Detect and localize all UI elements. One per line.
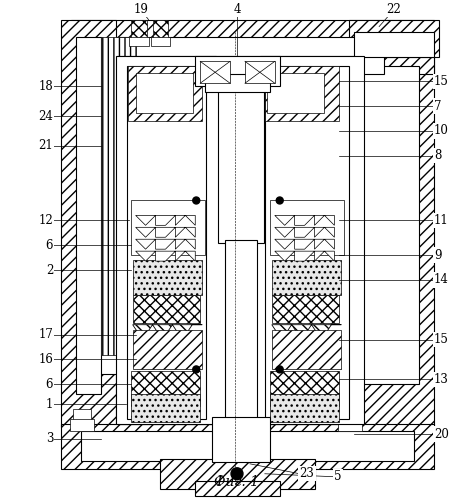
Text: 14: 14 — [434, 273, 448, 286]
Text: 2: 2 — [46, 263, 53, 276]
Polygon shape — [275, 239, 334, 249]
Polygon shape — [133, 325, 202, 340]
Text: 5: 5 — [334, 470, 342, 483]
Bar — [153, 19, 168, 41]
Text: 22: 22 — [387, 3, 401, 16]
Bar — [270, 371, 339, 406]
Bar — [73, 409, 91, 429]
Circle shape — [193, 366, 200, 373]
Bar — [267, 73, 324, 113]
Bar — [128, 66, 202, 121]
Text: 12: 12 — [38, 214, 53, 227]
Bar — [161, 459, 315, 489]
Bar — [339, 51, 434, 439]
Bar — [218, 74, 264, 243]
Bar — [225, 240, 257, 424]
Text: 15: 15 — [434, 333, 448, 346]
Bar — [349, 19, 439, 57]
Circle shape — [276, 366, 283, 373]
Bar — [212, 417, 270, 462]
Bar — [265, 66, 339, 121]
Text: 15: 15 — [434, 75, 448, 88]
Text: 6: 6 — [46, 378, 53, 391]
Bar — [272, 295, 339, 323]
Bar — [341, 409, 359, 429]
Polygon shape — [136, 228, 195, 237]
Circle shape — [231, 468, 243, 480]
Bar — [151, 36, 171, 46]
Bar — [245, 61, 275, 83]
Text: 20: 20 — [434, 428, 448, 441]
Polygon shape — [275, 216, 334, 226]
Text: 16: 16 — [38, 353, 53, 366]
Bar — [133, 260, 202, 295]
Bar — [117, 56, 216, 424]
Bar — [270, 201, 344, 255]
Bar — [354, 66, 419, 384]
Bar — [136, 73, 193, 113]
Bar — [128, 36, 148, 46]
Bar — [260, 56, 354, 424]
Bar — [272, 260, 341, 295]
Text: 13: 13 — [434, 373, 448, 386]
Circle shape — [193, 197, 200, 204]
Bar — [127, 66, 206, 419]
Text: 6: 6 — [46, 239, 53, 251]
Text: 17: 17 — [38, 328, 53, 341]
Bar — [354, 31, 434, 57]
Bar — [338, 419, 362, 431]
Bar — [272, 330, 341, 369]
Text: 4: 4 — [233, 3, 241, 16]
Text: 10: 10 — [434, 124, 448, 137]
Bar — [195, 481, 280, 496]
Bar — [76, 36, 101, 394]
Bar — [265, 66, 349, 419]
Text: 21: 21 — [38, 139, 53, 152]
Polygon shape — [275, 228, 334, 237]
Text: Фиг. 1: Фиг. 1 — [215, 475, 259, 489]
Bar — [71, 41, 121, 429]
Bar — [131, 19, 146, 41]
Text: 19: 19 — [133, 3, 148, 16]
Text: 23: 23 — [300, 467, 314, 480]
Bar — [91, 56, 121, 374]
Polygon shape — [136, 251, 195, 261]
Polygon shape — [136, 239, 195, 249]
Bar — [205, 74, 270, 92]
Bar — [116, 56, 364, 424]
Bar — [195, 56, 280, 86]
Text: 1: 1 — [46, 398, 53, 411]
Bar — [101, 36, 136, 354]
Bar — [81, 431, 414, 461]
Circle shape — [276, 197, 283, 204]
Text: 9: 9 — [434, 249, 441, 261]
Bar — [61, 424, 434, 469]
Polygon shape — [272, 325, 341, 340]
Bar — [131, 201, 205, 255]
Bar — [70, 419, 94, 431]
Text: 18: 18 — [38, 80, 53, 93]
Bar — [200, 61, 230, 83]
Text: 8: 8 — [434, 149, 441, 162]
Bar — [133, 295, 200, 323]
Bar — [131, 394, 200, 422]
Text: 24: 24 — [38, 109, 53, 123]
Bar — [270, 394, 339, 422]
Polygon shape — [275, 251, 334, 261]
Text: 11: 11 — [434, 214, 448, 227]
Bar — [61, 19, 116, 427]
Bar — [116, 36, 384, 74]
Text: 7: 7 — [434, 100, 441, 113]
Bar — [131, 371, 200, 406]
Bar — [133, 330, 202, 369]
Bar — [71, 19, 434, 74]
Polygon shape — [136, 216, 195, 226]
Text: 3: 3 — [46, 433, 53, 446]
